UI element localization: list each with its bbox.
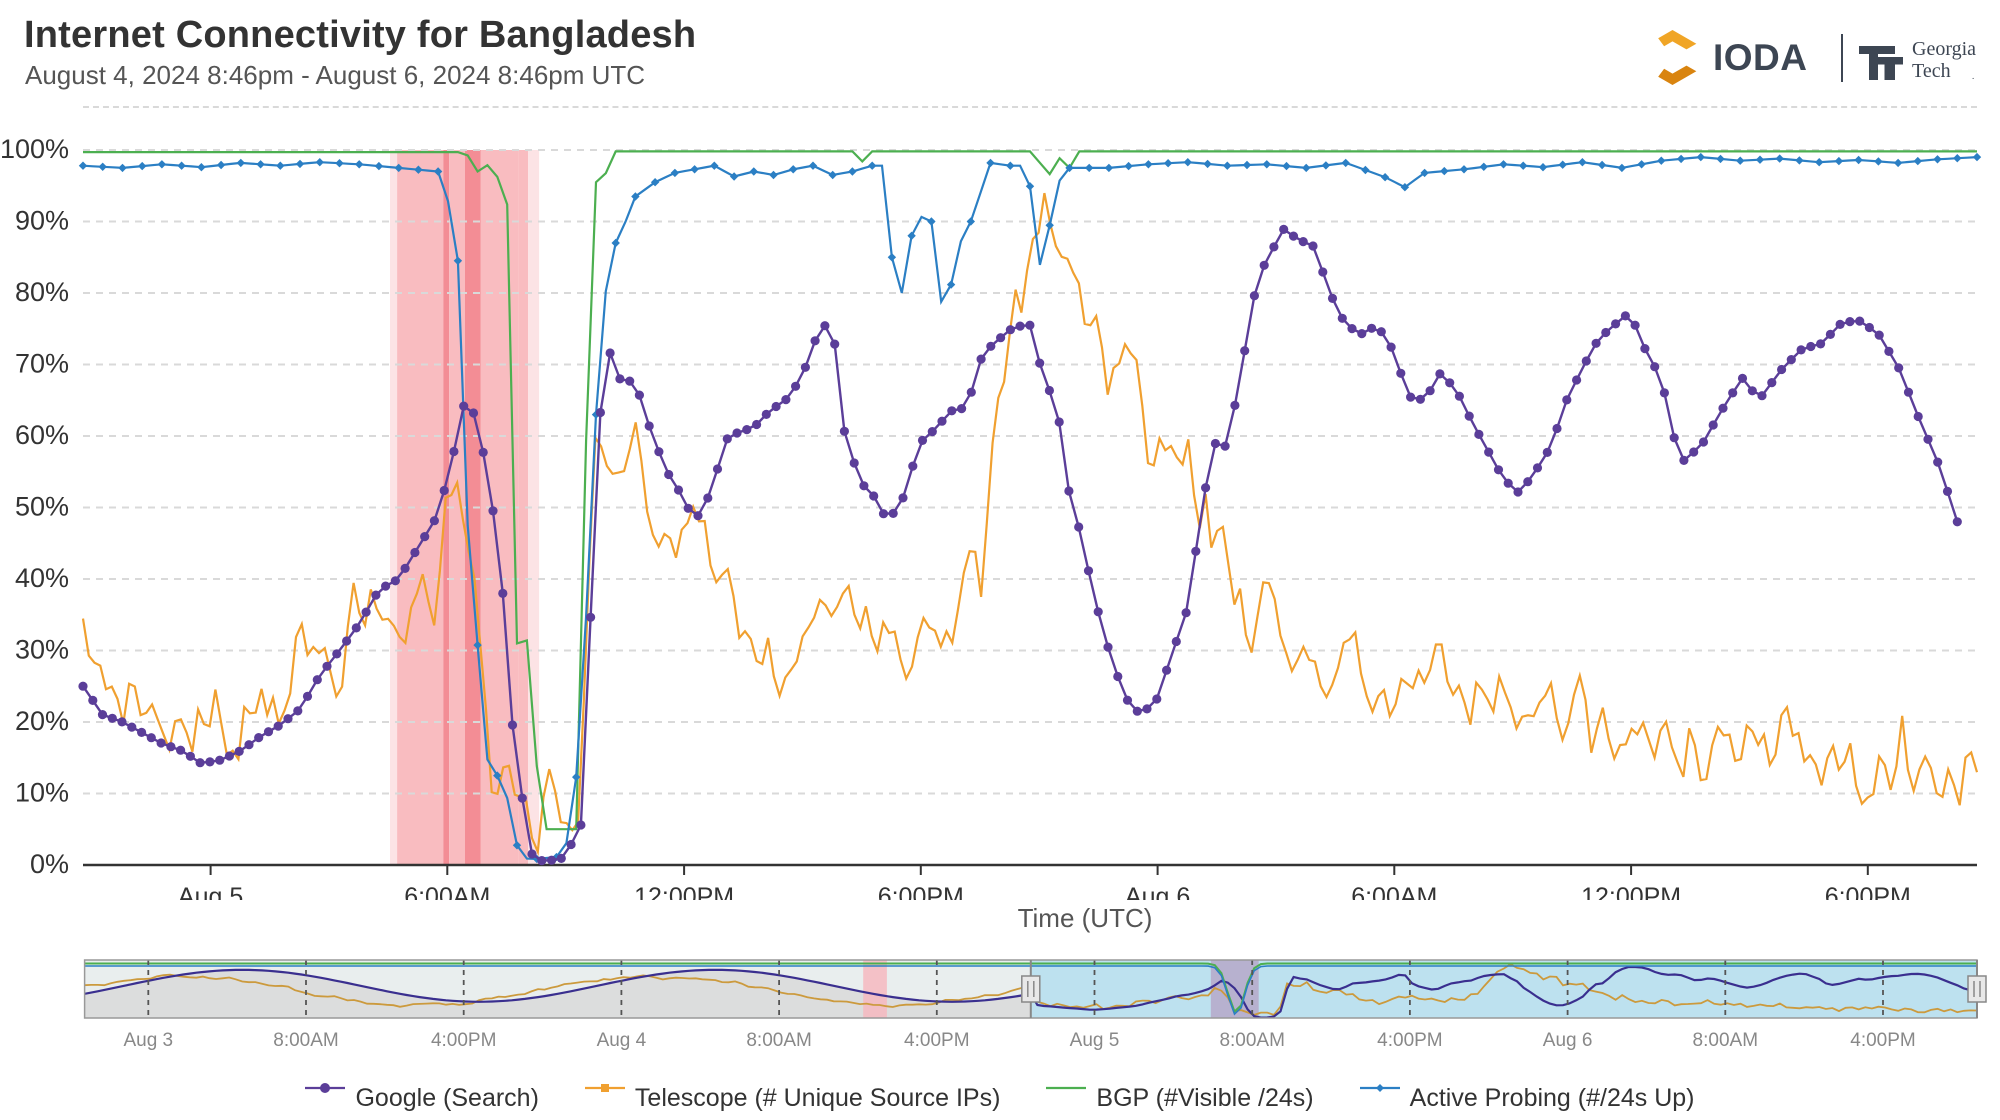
- svg-text:Aug 5: Aug 5: [1070, 1030, 1120, 1051]
- svg-text:Aug 4: Aug 4: [597, 1030, 647, 1051]
- svg-text:8:00AM: 8:00AM: [1693, 1030, 1758, 1051]
- svg-text:4:00PM: 4:00PM: [904, 1030, 969, 1051]
- svg-text:8:00AM: 8:00AM: [746, 1030, 811, 1051]
- svg-text:4:00PM: 4:00PM: [431, 1030, 496, 1051]
- svg-text:Aug 6: Aug 6: [1543, 1030, 1593, 1051]
- svg-text:8:00AM: 8:00AM: [273, 1030, 338, 1051]
- svg-text:4:00PM: 4:00PM: [1850, 1030, 1915, 1051]
- svg-text:4:00PM: 4:00PM: [1377, 1030, 1442, 1051]
- svg-text:8:00AM: 8:00AM: [1219, 1030, 1284, 1051]
- svg-text:Aug 3: Aug 3: [123, 1030, 173, 1051]
